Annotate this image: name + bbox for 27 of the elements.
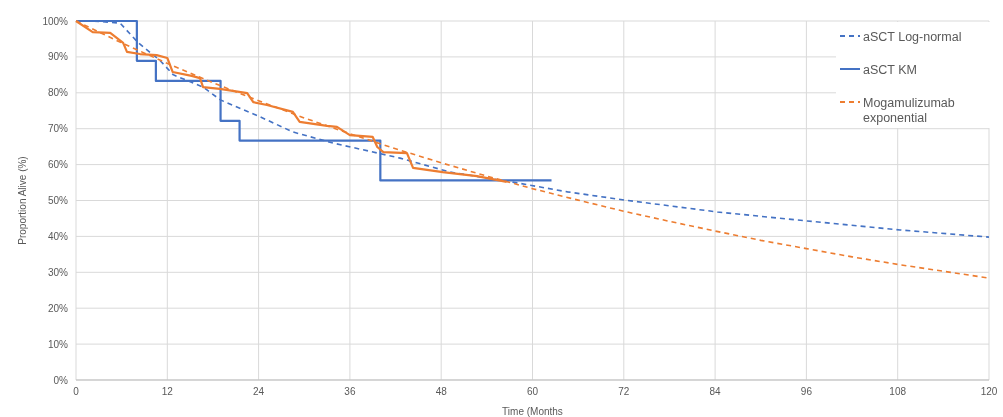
y-tick-label: 20% xyxy=(47,302,69,314)
y-tick-label: 40% xyxy=(47,230,69,242)
x-tick-label: 108 xyxy=(889,386,907,397)
y-tick-label: 0% xyxy=(53,374,69,386)
x-tick-label: 84 xyxy=(709,386,722,397)
x-tick-label: 120 xyxy=(980,386,998,397)
x-tick-label: 12 xyxy=(161,386,174,397)
legend-label: aSCT Log-normal xyxy=(863,29,962,44)
y-tick-label: 50% xyxy=(47,195,69,206)
y-tick-label: 90% xyxy=(47,51,69,63)
x-tick-label: 48 xyxy=(435,386,448,397)
x-tick-label: 60 xyxy=(526,386,539,397)
x-tick-label: 0 xyxy=(73,386,80,397)
y-axis-title: Proportion Alive (%) xyxy=(17,156,28,245)
x-tick-label: 72 xyxy=(618,386,630,397)
legend-label: aSCT KM xyxy=(863,62,917,77)
y-tick-label: 60% xyxy=(47,159,69,171)
x-tick-label: 36 xyxy=(344,386,356,397)
x-tick-label: 96 xyxy=(800,386,813,397)
y-tick-label: 70% xyxy=(47,123,69,135)
y-tick-label: 30% xyxy=(47,266,69,278)
y-tick-label: 80% xyxy=(47,87,69,99)
x-axis-title: Time (Months xyxy=(502,406,563,417)
x-tick-label: 24 xyxy=(253,386,265,397)
y-tick-label: 100% xyxy=(42,15,69,27)
y-tick-label: 10% xyxy=(47,338,69,350)
legend-label: Mogamulizumab exponential xyxy=(863,95,955,125)
